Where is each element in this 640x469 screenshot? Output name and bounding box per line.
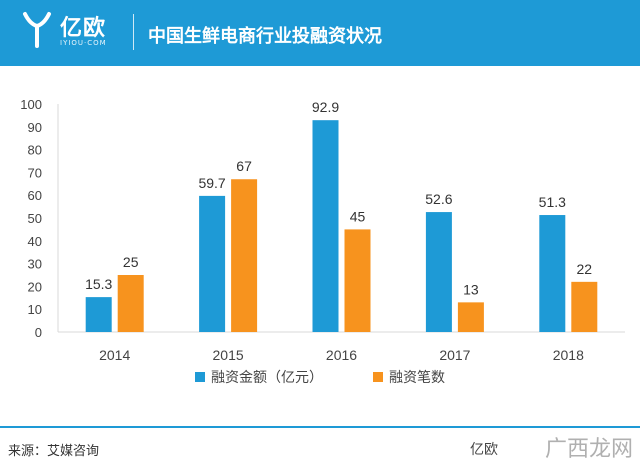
y-tick-label: 90 — [28, 120, 42, 135]
y-tick-label: 10 — [28, 302, 42, 317]
data-label: 45 — [350, 208, 366, 224]
page-title: 中国生鲜电商行业投融资状况 — [148, 26, 382, 47]
legend-swatch — [373, 372, 383, 382]
x-tick-label: 2017 — [439, 347, 470, 363]
y-tick-label: 60 — [28, 188, 42, 203]
data-label: 22 — [577, 261, 593, 277]
footer-divider — [0, 426, 640, 428]
legend-label: 融资笔数 — [389, 370, 445, 386]
bar-series-2 — [344, 229, 371, 332]
footer-brand: 亿欧 — [470, 442, 498, 458]
bar-series-1 — [85, 297, 112, 332]
logo-subtext: IYIOU·COM — [60, 39, 107, 47]
bar-series-2 — [117, 275, 144, 332]
data-label: 25 — [123, 254, 139, 270]
source-note: 来源：艾媒咨询 — [8, 444, 100, 459]
data-label: 52.6 — [425, 191, 452, 207]
watermark: 广西龙网 — [545, 437, 634, 462]
x-tick-label: 2016 — [326, 347, 357, 363]
header-divider — [133, 14, 134, 50]
bar-series-1 — [312, 120, 339, 332]
legend-label: 融资金额（亿元） — [211, 370, 323, 386]
y-tick-label: 0 — [35, 325, 42, 340]
data-label: 13 — [463, 281, 479, 297]
data-label: 51.3 — [539, 194, 566, 210]
y-tick-label: 40 — [28, 234, 42, 249]
y-tick-label: 100 — [20, 97, 42, 112]
y-tick-label: 20 — [28, 279, 42, 294]
bar-series-1 — [199, 195, 226, 332]
iyiou-logo-icon — [23, 12, 51, 48]
y-tick-label: 50 — [28, 211, 42, 226]
data-label: 15.3 — [85, 276, 112, 292]
bar-chart: 0 10 20 30 40 50 60 70 80 90 100 15.3 25 2014 59.7 67 20… — [20, 97, 625, 386]
bar-series-2 — [571, 281, 598, 332]
legend-swatch — [195, 372, 205, 382]
bar-series-1 — [539, 215, 566, 332]
bar-series-2 — [457, 302, 484, 332]
logo-text: 亿欧 — [60, 16, 107, 41]
x-tick-label: 2014 — [99, 347, 130, 363]
y-tick-label: 30 — [28, 257, 42, 272]
y-tick-label: 80 — [28, 143, 42, 158]
data-label: 92.9 — [312, 99, 339, 115]
bar-series-1 — [425, 212, 452, 332]
y-tick-label: 70 — [28, 165, 42, 180]
x-tick-label: 2015 — [213, 347, 244, 363]
x-tick-label: 2018 — [553, 347, 584, 363]
bar-series-2 — [231, 179, 258, 332]
data-label: 67 — [236, 158, 252, 174]
header-banner: 亿欧 IYIOU·COM 中国生鲜电商行业投融资状况 — [0, 0, 640, 66]
data-label: 59.7 — [198, 175, 225, 191]
